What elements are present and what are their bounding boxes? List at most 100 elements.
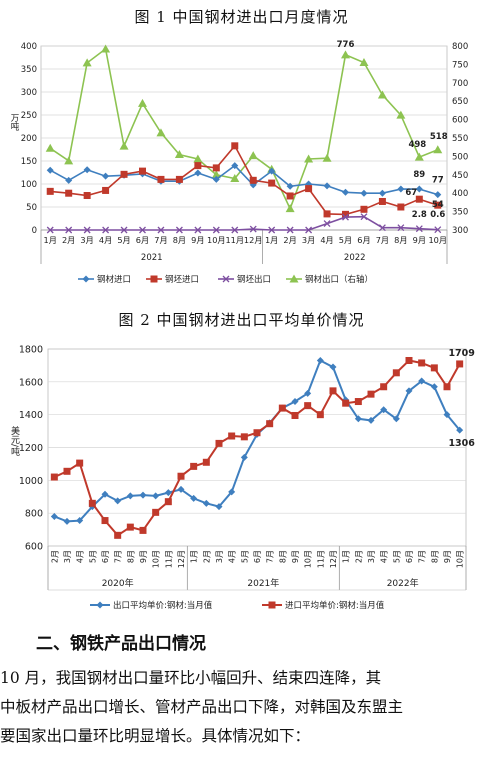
data-point [434,226,442,234]
x-tick-label: 12月 [244,235,263,245]
data-point [174,150,184,159]
data-point [193,154,203,163]
x-tick-label: 1月 [265,235,278,245]
data-point [434,201,442,209]
x-tick-label: 7月 [114,550,123,563]
x-tick-label: 2月 [202,550,211,563]
data-point [248,151,258,160]
series-line [49,164,439,196]
data-point [342,213,349,221]
y-tick-label: 800 [25,509,43,520]
y-left-tick-label: 0 [32,226,37,236]
x-tick-label: 5月 [88,550,97,563]
y-right-tick-label: 650 [452,97,468,107]
data-point [177,472,185,480]
data-point [228,488,236,496]
x-tick-label: 8月 [394,235,407,245]
data-point [316,356,324,364]
data-point [230,173,240,182]
data-point [120,226,128,234]
x-tick-label: 3月 [215,550,224,563]
y-tick-label: 1400 [19,410,43,421]
y-right-tick-label: 750 [452,60,468,70]
y-right-tick-label: 300 [452,226,468,236]
x-tick-label: 8月 [126,550,135,563]
data-point [83,226,91,234]
data-point [286,192,294,200]
data-point [378,224,386,232]
paragraph-line: 中板材产品出口增长、管材产品出口下降，对韩国及东盟主 [0,698,404,716]
x-tick-label: 12月 [329,550,338,568]
data-point [164,489,172,497]
x-tick-label: 7月 [418,550,427,563]
data-point [268,179,276,187]
x-tick-label: 2月 [283,235,296,245]
label-steel-export-sep: 498 [408,140,426,150]
x-tick-label: 10月 [304,550,313,568]
x-tick-label: 7月 [266,550,275,563]
data-point [342,399,350,407]
x-tick-label: 6月 [101,550,110,563]
data-point [305,185,313,193]
data-point [329,387,337,395]
x-tick-label: 6月 [357,235,370,245]
data-point [360,213,368,221]
data-point [415,185,423,193]
y-left-tick-label: 350 [21,65,37,75]
figure2-title: 图 2 中国钢材进出口平均单价情况 [118,311,365,329]
y-tick-label: 1600 [19,377,43,388]
data-point [397,224,405,232]
data-point [397,203,405,211]
series-line [50,144,439,216]
data-point [360,189,368,197]
data-point [138,98,147,107]
data-point [433,145,443,154]
x-tick-label: 7月 [376,235,389,245]
label-export-last: 1306 [448,438,475,449]
y-right-tick-label: 700 [452,79,468,89]
label-steel-export-oct: 518 [430,132,448,142]
data-point [190,494,198,502]
data-point [380,383,388,391]
data-point [102,226,110,234]
y-left-axis-label: 万吨 [9,114,19,131]
x-tick-label: 3月 [302,235,315,245]
x-tick-label: 10月 [207,235,226,245]
data-point [231,226,239,234]
label-billet-import-oct: 54 [432,200,444,210]
data-point [63,517,71,525]
data-point [152,492,160,500]
data-point [367,416,375,424]
data-point [322,153,332,162]
data-point [418,377,426,385]
data-point [212,175,220,183]
y-tick-label: 600 [25,542,43,553]
x-tick-label: 11月 [316,550,325,568]
y-right-tick-label: 500 [452,152,468,162]
data-point [266,420,274,428]
data-point [101,490,109,498]
data-point [152,508,160,516]
legend-marker [268,601,276,609]
data-point [231,162,239,170]
x-tick-label: 3月 [63,550,72,563]
data-point [392,369,400,377]
x-tick-label: 11月 [225,235,244,245]
legend-label: 出口平均单价:钢材:当月值 [113,600,213,611]
data-point [139,226,146,234]
data-point [46,226,54,234]
x-tick-label: 5月 [339,235,352,245]
data-point [415,195,423,203]
label-import-last: 1709 [448,348,474,359]
data-point [175,226,183,234]
data-point [50,512,58,520]
data-point [212,226,220,234]
x-tick-label: 9月 [291,550,300,563]
x-tick-label: 10月 [456,550,465,568]
data-point [190,462,198,470]
x-tick-label: 11月 [164,550,173,568]
legend-label: 进口平均单价:钢材:当月值 [285,600,385,611]
data-point [378,197,386,205]
y-right-tick-label: 350 [452,208,468,218]
